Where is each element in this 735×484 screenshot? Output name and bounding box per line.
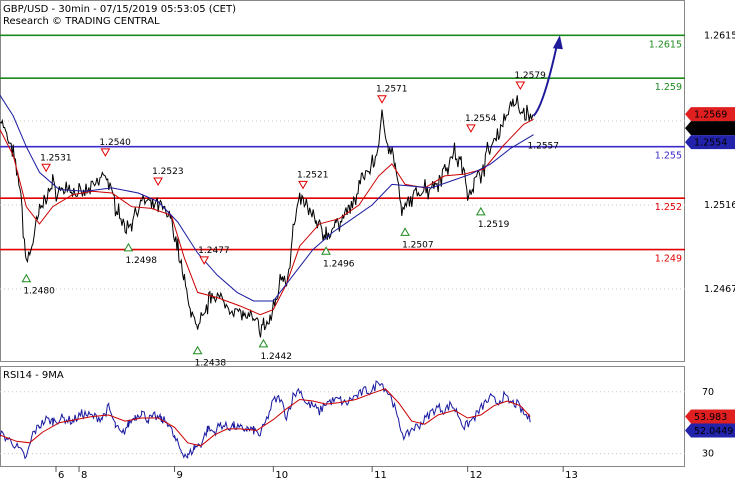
high-marker xyxy=(153,177,163,187)
low-marker xyxy=(400,227,410,236)
x-tick-label: 13 xyxy=(565,470,578,480)
badge-shape xyxy=(685,121,735,136)
price-tick-label: 1.2467 xyxy=(704,284,735,295)
high-marker xyxy=(515,81,526,91)
low-marker xyxy=(123,242,134,252)
annotation-high: 1.2540 xyxy=(99,138,131,157)
annotation-label: 1.2540 xyxy=(99,138,131,148)
annotation-label: 1.2496 xyxy=(323,259,355,269)
badge-shape xyxy=(685,135,735,150)
annotation-label: 1.2554 xyxy=(465,114,497,124)
annotation-low: 1.2498 xyxy=(123,242,157,266)
annotation-high: 1.2571 xyxy=(376,85,408,104)
annotation-label: 1.2519 xyxy=(478,220,510,230)
level-label: 1.259 xyxy=(655,82,682,93)
badge-shape xyxy=(685,107,735,122)
high-marker xyxy=(377,95,387,104)
rsi-title: RSI14 - 9MA xyxy=(3,370,64,381)
low-marker xyxy=(21,273,32,283)
badge-layer: 1.2569 1.2565 1.2554 53.983 52.0449 xyxy=(685,107,735,438)
price-tick-label: 1.2516 xyxy=(704,200,735,211)
annotation-label: 1.2442 xyxy=(260,352,292,362)
annotation-label: 1.2507 xyxy=(402,240,434,250)
x-tick-label: 12 xyxy=(470,470,483,480)
annotation-label: 1.2523 xyxy=(152,167,184,177)
level-label: 1.252 xyxy=(655,202,682,213)
low-marker xyxy=(321,246,331,255)
annotation-high: 1.2477 xyxy=(198,246,230,265)
annotation-low: 1.2480 xyxy=(21,273,55,297)
rsi-badge-rsi: 52.0449 xyxy=(685,423,735,438)
badge-shape xyxy=(685,409,735,424)
high-marker xyxy=(298,180,308,190)
price-series-line xyxy=(0,95,534,338)
price-badge-ma: 1.2569 xyxy=(685,107,735,122)
rsi-tick-label: 30 xyxy=(702,449,714,460)
annotation-label: 1.2477 xyxy=(198,246,230,256)
annotation-label: 1.2531 xyxy=(40,153,72,163)
badge-label: 1.2569 xyxy=(694,110,727,121)
annotation-high: 1.2523 xyxy=(152,167,184,187)
forecast-arrow xyxy=(532,45,558,117)
annotation-low: 1.2519 xyxy=(475,206,510,230)
x-tick-label: 9 xyxy=(177,470,183,480)
badge-shape xyxy=(685,423,735,438)
price-badge-current: 1.2565 xyxy=(685,121,735,136)
high-marker xyxy=(199,256,210,265)
rsi-ma-line xyxy=(0,388,531,447)
ma-fast-line xyxy=(0,118,534,316)
low-marker xyxy=(475,206,486,216)
annotation-label: 1.2571 xyxy=(376,85,408,95)
annotation-label: 1.2521 xyxy=(297,170,329,180)
annotation-label: 1.2480 xyxy=(23,287,55,297)
chart-title: GBP/USD - 30min - 07/15/2019 05:53:05 (C… xyxy=(3,4,236,15)
annotation-low: 1.2496 xyxy=(321,246,355,269)
annotation-low: 1.2438 xyxy=(192,345,227,369)
annotation-high: 1.2579 xyxy=(514,71,546,91)
level-label: 1.249 xyxy=(655,254,682,265)
grid-layer xyxy=(0,34,685,455)
annotation-low: 1.2442 xyxy=(258,338,292,362)
high-marker xyxy=(41,163,51,173)
badge-label: 53.983 xyxy=(694,412,727,423)
badge-label: 1.2554 xyxy=(694,138,727,149)
annotation-label: 1.2579 xyxy=(514,71,546,81)
x-tick-label: 11 xyxy=(374,470,387,480)
annotation-label: 1.2498 xyxy=(125,256,157,266)
low-marker xyxy=(192,345,203,355)
annotation-level: 1.2557 xyxy=(528,142,560,152)
annotation-label: 1.2557 xyxy=(528,142,560,152)
level-label: 1.2615 xyxy=(649,39,682,50)
forecast-arrowhead xyxy=(552,35,563,50)
high-marker xyxy=(100,148,111,157)
rsi-tick-label: 70 xyxy=(702,387,714,398)
annotation-high: 1.2521 xyxy=(297,170,329,190)
high-marker xyxy=(466,124,476,133)
annotation-high: 1.2554 xyxy=(465,114,497,133)
ma-slow-line xyxy=(0,95,534,302)
low-marker xyxy=(258,338,269,348)
badge-label: 1.2565 xyxy=(694,124,727,135)
annotation-layer: 1.2480 1.2531 1.2540 1.2498 1.2523 1.2477 1.24… xyxy=(21,71,560,369)
annotation-low: 1.2507 xyxy=(400,227,434,250)
rsi-line xyxy=(0,380,531,460)
rsi-badge-ma: 53.983 xyxy=(685,409,735,424)
annotation-high: 1.2531 xyxy=(40,153,72,173)
price-tick-label: 1.2615 xyxy=(704,30,735,41)
axis-layer: 1.2615 1.2565 1.2516 1.2467 70 30 8 6 9 10 11 12 13 xyxy=(55,30,735,481)
x-tick-label: 6 xyxy=(58,470,64,480)
x-tick-label: 8 xyxy=(81,470,87,480)
x-tick-label: 10 xyxy=(275,470,288,480)
chart-source: Research © TRADING CENTRAL xyxy=(3,16,160,27)
price-panel-frame xyxy=(0,0,685,362)
price-badge-slow: 1.2554 xyxy=(685,135,735,150)
annotation-label: 1.2438 xyxy=(195,359,227,369)
badge-label: 52.0449 xyxy=(694,426,733,437)
level-label: 1.255 xyxy=(655,151,682,162)
series-layer xyxy=(0,35,563,460)
